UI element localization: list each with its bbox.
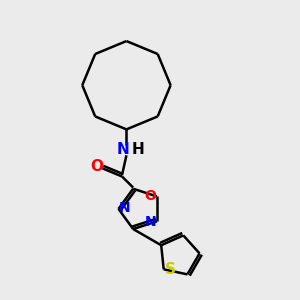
Text: N: N: [118, 201, 130, 215]
Text: S: S: [165, 262, 176, 277]
Text: N: N: [116, 142, 129, 158]
Text: H: H: [131, 142, 144, 158]
Text: N: N: [145, 215, 157, 229]
Text: O: O: [91, 159, 103, 174]
Text: O: O: [144, 189, 156, 203]
